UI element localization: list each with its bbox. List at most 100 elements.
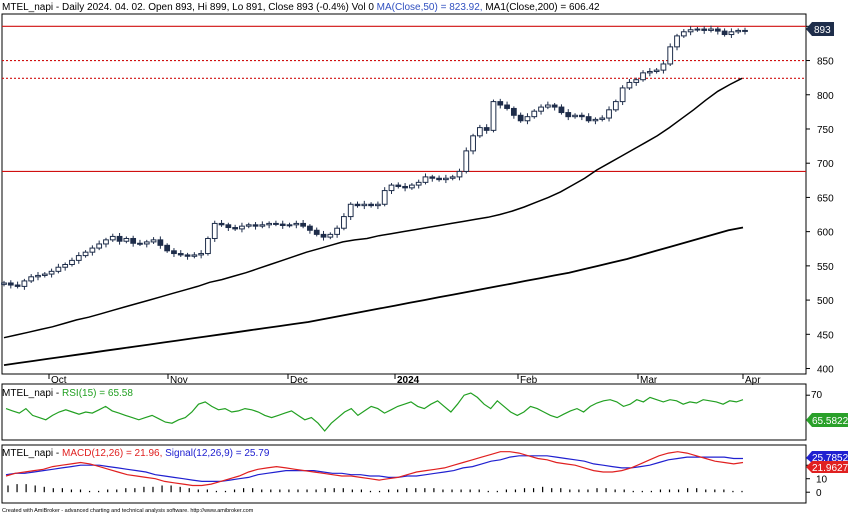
candle — [347, 203, 354, 218]
candle — [667, 46, 674, 65]
candle — [436, 177, 442, 181]
candle — [368, 203, 374, 207]
candle — [157, 239, 164, 246]
candle — [476, 127, 483, 137]
candle — [361, 203, 368, 207]
ma200-line — [3, 226, 744, 366]
price-header: MTEL_napi - Daily 2024. 04. 02. Open 893… — [2, 2, 600, 13]
candle — [409, 184, 415, 189]
candle — [191, 254, 198, 257]
candle — [742, 29, 748, 32]
rsi-label: RSI(15) = 65.58 — [62, 388, 133, 399]
footer-text: Created with AmiBroker - advanced charti… — [2, 508, 254, 514]
price-ytick-label: 600 — [817, 228, 834, 239]
candle — [313, 229, 320, 235]
macd-ytick-label: 0 — [816, 488, 822, 499]
ma50-line — [3, 77, 743, 339]
candle — [177, 253, 184, 256]
signal-tag: 25.7852 — [806, 451, 849, 464]
candle — [524, 116, 531, 122]
candle — [680, 31, 687, 37]
candle — [585, 116, 592, 122]
month-label: 2024 — [397, 375, 420, 386]
candle — [640, 72, 646, 81]
candle — [531, 110, 538, 118]
candle — [286, 224, 293, 227]
candle — [164, 244, 171, 252]
candle — [307, 225, 313, 231]
candle — [143, 241, 150, 245]
candle — [578, 114, 585, 118]
price-panel-frame — [1, 13, 807, 375]
price-tag: 893 — [806, 22, 834, 36]
candle — [327, 233, 334, 238]
candle — [544, 104, 551, 108]
candle — [14, 284, 21, 287]
candle — [708, 28, 714, 31]
candle — [653, 69, 660, 72]
price-ytick-label: 800 — [817, 91, 834, 102]
price-ytick-label: 700 — [817, 159, 834, 170]
rsi-line — [5, 392, 744, 432]
candle — [646, 70, 653, 74]
candle — [96, 243, 103, 249]
candle — [714, 28, 721, 32]
candle — [130, 237, 137, 244]
candle — [232, 227, 239, 230]
candle — [612, 101, 619, 111]
rsi-panel-frame — [1, 383, 807, 441]
price-layer — [1, 25, 806, 366]
macd-layer — [5, 451, 744, 493]
candle — [320, 233, 327, 238]
candle — [171, 250, 177, 255]
candle — [674, 35, 680, 48]
candle — [626, 81, 633, 89]
candle — [463, 150, 470, 172]
candle — [354, 203, 361, 207]
svg-text:65.5822: 65.5822 — [812, 416, 849, 427]
candle — [123, 237, 130, 242]
candle — [266, 222, 273, 226]
macd-header: MTEL_napi - MACD(12,26) = 21.96, Signal(… — [2, 448, 270, 459]
candle — [565, 112, 572, 118]
candle — [82, 251, 89, 257]
candle — [633, 79, 640, 83]
candle — [259, 224, 266, 227]
candle — [48, 270, 55, 275]
candle — [205, 237, 211, 255]
macd-line — [5, 451, 744, 487]
candle — [429, 176, 436, 179]
candle — [62, 263, 69, 268]
ma200-label: MA1(Close,200) = 606.42 — [485, 2, 600, 13]
candle — [721, 30, 728, 36]
candle — [687, 29, 694, 33]
price-ytick-label: 500 — [817, 296, 834, 307]
macd-label: MACD(12,26) = 21.96, — [62, 448, 162, 459]
candle — [341, 216, 347, 229]
candle — [109, 235, 116, 241]
signal-line — [5, 455, 743, 482]
price-ytick-label: 850 — [817, 57, 834, 68]
candle — [660, 63, 667, 71]
candle — [75, 255, 82, 261]
candle — [470, 135, 476, 152]
candle — [415, 181, 422, 186]
signal-label: Signal(12,26,9) = 25.79 — [165, 448, 270, 459]
candle — [116, 235, 123, 242]
candle — [402, 185, 408, 189]
candle — [619, 87, 626, 103]
candle — [89, 247, 96, 253]
svg-text:25.7852: 25.7852 — [812, 453, 849, 464]
price-ytick-label: 550 — [817, 262, 834, 273]
month-label: Apr — [745, 375, 761, 386]
candle — [245, 224, 252, 227]
candle — [28, 276, 35, 282]
candle — [150, 239, 157, 243]
candle — [510, 107, 517, 116]
candle — [694, 28, 701, 31]
candle — [735, 29, 742, 33]
candle — [69, 259, 75, 265]
candle — [279, 223, 286, 226]
candle — [449, 176, 456, 179]
candle — [225, 224, 232, 229]
